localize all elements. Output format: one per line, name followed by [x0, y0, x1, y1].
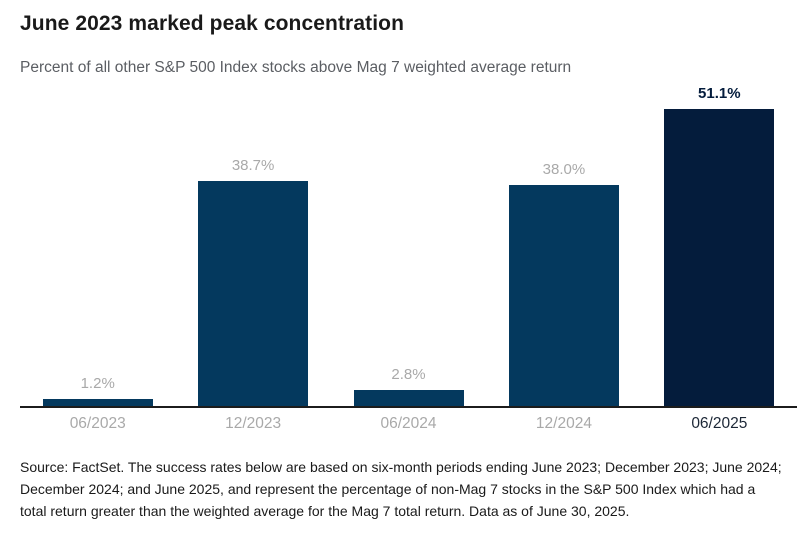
x-tick-label: 06/2024: [380, 415, 437, 432]
bar-column-06/2025: 51.1%: [642, 85, 797, 406]
bar: [198, 181, 309, 406]
bar: [353, 390, 464, 406]
bar: [508, 185, 619, 406]
bar-column-06/2024: 2.8%: [331, 366, 486, 406]
x-tick-label: 12/2023: [225, 415, 282, 432]
bar-chart: 1.2% 38.7% 2.8% 38.0% 51.1% 06/2023 12/2023 06…: [20, 81, 797, 433]
chart-page: June 2023 marked peak concentration Perc…: [0, 12, 802, 547]
data-label: 2.8%: [391, 366, 426, 383]
chart-subtitle: Percent of all other S&P 500 Index stock…: [20, 59, 572, 76]
bar-column-06/2023: 1.2%: [20, 375, 175, 406]
bar-chart-plot-area: 1.2% 38.7% 2.8% 38.0% 51.1%: [20, 81, 797, 408]
bar: [664, 109, 775, 406]
bar: [42, 399, 153, 406]
data-label: 38.0%: [542, 161, 586, 178]
data-label: 1.2%: [80, 375, 115, 392]
data-label: 38.7%: [231, 157, 275, 174]
x-tick-label: 12/2024: [535, 415, 592, 432]
x-axis-tick-labels: 06/2023 12/2023 06/2024 12/2024 06/2025: [20, 415, 797, 433]
page-title: June 2023 marked peak concentration: [20, 12, 404, 35]
x-tick-label: 06/2023: [69, 415, 126, 432]
bar-column-12/2024: 38.0%: [486, 161, 641, 406]
source-footnote: Source: FactSet. The success rates below…: [20, 459, 782, 519]
bar-column-12/2023: 38.7%: [175, 157, 330, 406]
x-tick-label: 06/2025: [691, 415, 748, 432]
data-label: 51.1%: [698, 85, 741, 102]
